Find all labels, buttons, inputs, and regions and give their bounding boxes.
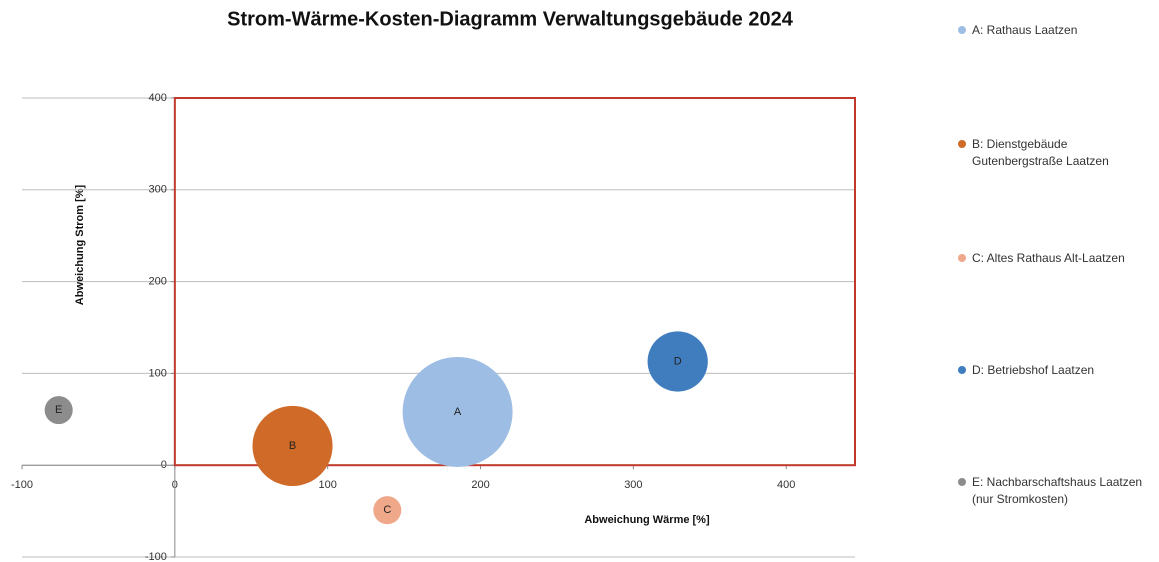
x-axis-title: Abweichung Wärme [%] [584,514,710,526]
legend-item: E: Nachbarschaftshaus Laatzen (nur Strom… [958,474,1148,508]
x-tick-label: 100 [319,479,337,491]
legend-item: D: Betriebshof Laatzen [958,362,1148,379]
legend-item: A: Rathaus Laatzen [958,22,1148,39]
legend-label: D: Betriebshof Laatzen [972,363,1095,377]
legend-item: C: Altes Rathaus Alt-Laatzen [958,250,1148,267]
legend-marker [958,478,966,486]
y-tick-label: 400 [148,92,166,104]
legend-marker [958,26,966,34]
bubble [647,331,708,392]
bubble [373,496,402,525]
y-tick-label: -100 [145,551,167,562]
chart-title: Strom-Wärme-Kosten-Diagramm Verwaltungsg… [227,8,794,30]
bubble [44,396,73,425]
x-tick-label: 300 [624,479,642,491]
legend-marker [958,254,966,262]
y-tick-label: 300 [148,184,166,196]
y-tick-label: 200 [148,276,166,288]
y-tick-label: 100 [148,367,166,379]
legend-label: B: Dienstgebäude Gutenbergstraße Laatzen [972,137,1109,168]
x-tick-label: 200 [471,479,489,491]
legend-label: A: Rathaus Laatzen [972,23,1078,37]
legend-label: E: Nachbarschaftshaus Laatzen (nur Strom… [972,475,1143,506]
bubble-label: E [55,404,62,416]
bubble-label: C [383,504,391,516]
x-tick-label: 400 [777,479,795,491]
legend-label: C: Altes Rathaus Alt-Laatzen [972,251,1125,265]
x-tick-label: -100 [11,479,33,491]
legend-item: B: Dienstgebäude Gutenbergstraße Laatzen [958,136,1148,170]
legend-marker [958,366,966,374]
bubble-label: B [289,440,296,452]
highlight-region [173,97,856,467]
bubble [402,356,513,467]
legend-marker [958,140,966,148]
bubble [252,405,333,486]
y-axis-title: Abweichung Strom [%] [74,184,86,305]
bubble-label: D [674,355,682,367]
bubble-label: A [454,406,462,418]
